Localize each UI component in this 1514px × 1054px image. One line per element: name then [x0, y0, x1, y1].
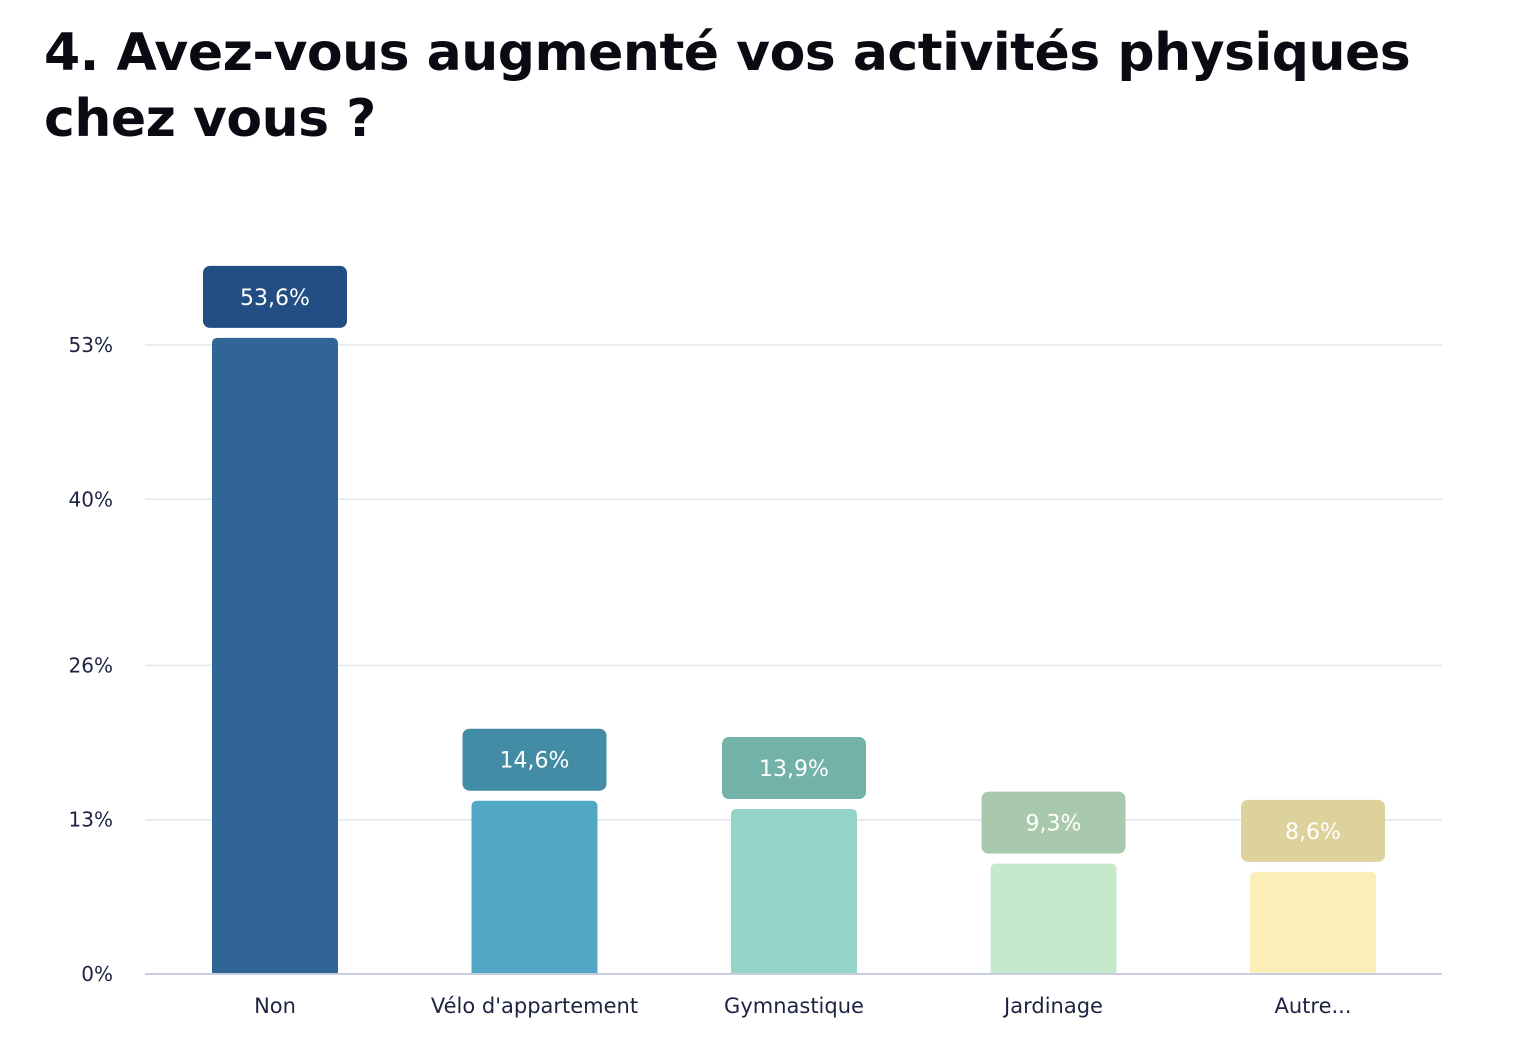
data-label: 14,6% [500, 749, 570, 774]
bar [212, 337, 338, 974]
bar [471, 800, 598, 974]
y-tick-label: 13% [69, 808, 113, 832]
x-tick-label: Non [254, 994, 296, 1018]
data-label: 9,3% [1026, 812, 1082, 837]
y-tick-label: 0% [81, 962, 113, 986]
data-label-box [722, 737, 866, 800]
x-axis-ticks: Non Vélo d'appartement Gymnastique Jardinag… [254, 994, 1351, 1018]
data-label: 53,6% [240, 286, 310, 311]
y-axis-ticks: 0% 13% 26% 40% 53% [69, 333, 113, 986]
x-tick-label: Vélo d'appartement [431, 994, 638, 1018]
data-label-box [462, 728, 607, 791]
y-tick-label: 40% [69, 487, 113, 511]
x-tick-label: Jardinage [1002, 994, 1103, 1018]
bar [731, 809, 857, 974]
data-labels: 53,6% 14,6% 13,9% 9,3% 8,6% [203, 265, 1385, 862]
data-label: 8,6% [1285, 820, 1341, 845]
bar [990, 863, 1117, 974]
y-tick-label: 53% [69, 333, 113, 357]
y-tick-label: 26% [69, 653, 113, 677]
bar [1250, 871, 1376, 974]
x-tick-label: Gymnastique [724, 994, 864, 1018]
bars [212, 337, 1376, 974]
data-label-box [1241, 799, 1385, 862]
data-label-box [981, 791, 1126, 854]
chart-title: 4. Avez-vous augmenté vos activités phys… [44, 23, 1411, 149]
data-label: 13,9% [759, 757, 829, 782]
x-tick-label: Autre... [1274, 994, 1351, 1018]
data-label-box [203, 265, 347, 328]
